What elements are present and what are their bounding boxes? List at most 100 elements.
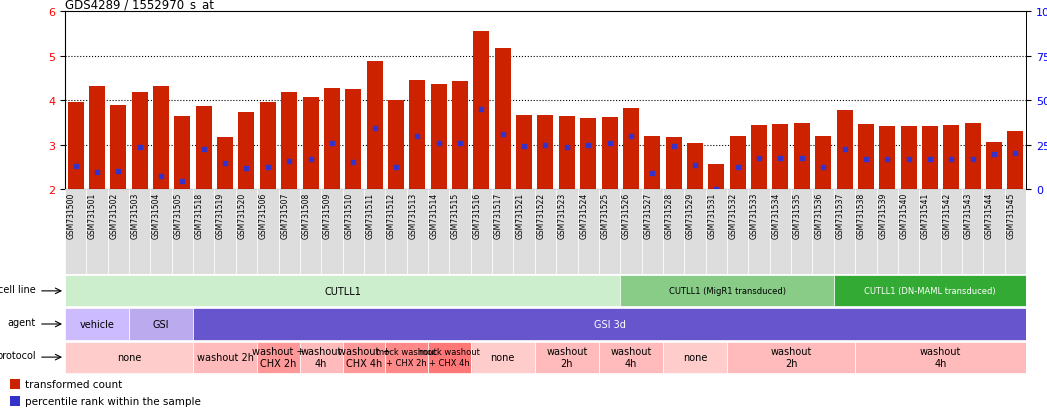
Bar (282, 92, 297, 190)
Point (878, 157, 895, 163)
Bar (663, 342, 727, 373)
Point (174, 179, 191, 185)
Text: agent: agent (7, 318, 36, 328)
Bar (922, 127, 938, 190)
Bar (342, 190, 364, 275)
Bar (559, 117, 575, 190)
Text: GSM731516: GSM731516 (472, 192, 482, 239)
Text: GSM731534: GSM731534 (772, 192, 780, 239)
Bar (217, 138, 233, 190)
Text: GSM731505: GSM731505 (174, 192, 182, 239)
Bar (792, 190, 812, 275)
Bar (816, 137, 831, 190)
Text: GSM731531: GSM731531 (708, 192, 716, 239)
Point (131, 145, 148, 151)
Bar (642, 190, 663, 275)
Text: GSM731533: GSM731533 (750, 192, 759, 239)
Point (387, 164, 404, 171)
Point (665, 143, 682, 150)
Text: GSM731543: GSM731543 (963, 192, 973, 239)
Point (580, 142, 597, 149)
Point (344, 159, 361, 166)
Point (324, 140, 340, 147)
Text: GSI 3d: GSI 3d (594, 319, 625, 329)
Point (900, 157, 917, 163)
Bar (749, 190, 770, 275)
Text: GSM731506: GSM731506 (259, 192, 268, 239)
Bar (663, 190, 685, 275)
Text: GSM731503: GSM731503 (131, 192, 139, 239)
Bar (620, 275, 833, 307)
Bar (449, 190, 471, 275)
Bar (644, 137, 661, 190)
Bar (898, 190, 919, 275)
Bar (727, 190, 749, 275)
Bar (471, 342, 535, 373)
Point (794, 156, 810, 162)
Text: GSM731504: GSM731504 (152, 192, 161, 239)
Bar (108, 190, 129, 275)
Text: washout +
CHX 4h: washout + CHX 4h (338, 347, 391, 368)
Point (303, 157, 319, 163)
Bar (580, 119, 596, 190)
Text: GSM731509: GSM731509 (322, 192, 332, 239)
Bar (193, 190, 215, 275)
Text: GSM731523: GSM731523 (558, 192, 566, 239)
Text: washout +
CHX 2h: washout + CHX 2h (252, 347, 305, 368)
Bar (260, 102, 275, 190)
Point (644, 170, 661, 176)
Text: GSM731524: GSM731524 (579, 192, 588, 239)
Point (238, 165, 254, 172)
Bar (342, 342, 385, 373)
Bar (299, 190, 321, 275)
Bar (258, 342, 299, 373)
Bar (962, 190, 983, 275)
Bar (709, 165, 725, 190)
Text: GSM731526: GSM731526 (622, 192, 631, 239)
Text: GSM731500: GSM731500 (67, 192, 75, 239)
Point (409, 133, 426, 140)
Text: GSM731525: GSM731525 (601, 192, 609, 239)
Text: GSM731544: GSM731544 (985, 192, 994, 239)
Bar (388, 101, 404, 190)
Text: GSM731521: GSM731521 (515, 192, 525, 239)
Bar (321, 190, 342, 275)
Text: washout
4h: washout 4h (610, 347, 651, 368)
Point (857, 157, 874, 163)
Bar (535, 342, 599, 373)
Text: mock washout
+ CHX 4h: mock washout + CHX 4h (419, 348, 480, 367)
Bar (239, 112, 254, 190)
Bar (837, 111, 852, 190)
Bar (196, 107, 211, 190)
Bar (706, 190, 727, 275)
Text: GSM731527: GSM731527 (643, 192, 652, 239)
Bar (964, 123, 981, 190)
Bar (86, 190, 108, 275)
Bar (855, 342, 1026, 373)
Text: GSI: GSI (153, 319, 170, 329)
Bar (193, 342, 258, 373)
Bar (193, 309, 1026, 340)
Text: CUTLL1: CUTLL1 (325, 286, 361, 296)
Bar (983, 190, 1005, 275)
Bar (1005, 190, 1026, 275)
Bar (215, 190, 236, 275)
Bar (535, 190, 556, 275)
Text: CUTLL1 (DN-MAML transduced): CUTLL1 (DN-MAML transduced) (864, 287, 996, 296)
Point (623, 133, 640, 140)
Bar (812, 190, 833, 275)
Bar (794, 123, 809, 190)
Bar (110, 106, 127, 190)
Bar (172, 190, 193, 275)
Text: GSM731513: GSM731513 (408, 192, 418, 239)
Bar (366, 62, 382, 190)
Bar (65, 275, 620, 307)
Bar (857, 125, 874, 190)
Bar (10, 379, 20, 389)
Text: mock washout
+ CHX 2h: mock washout + CHX 2h (376, 348, 437, 367)
Bar (919, 190, 940, 275)
Point (67, 164, 84, 170)
Bar (495, 49, 511, 190)
Bar (599, 342, 663, 373)
Bar (473, 32, 489, 190)
